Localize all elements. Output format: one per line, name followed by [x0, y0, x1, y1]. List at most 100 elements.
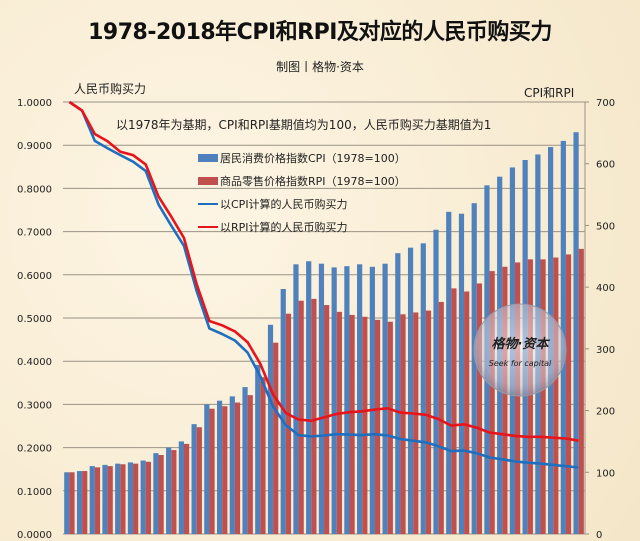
cpi-bar	[306, 261, 312, 534]
cpi-bar	[89, 466, 95, 534]
left-tick-label: 0.5000	[17, 314, 52, 325]
cpi-bar	[357, 264, 363, 534]
cpi-bar	[471, 203, 477, 534]
cpi-bar	[433, 229, 439, 534]
legend-item-cpi-line: 以CPI计算的人民币购买力	[198, 192, 406, 215]
rpi-bar	[578, 248, 584, 534]
rpi-bar	[222, 406, 228, 534]
left-tick-label: 1.0000	[17, 98, 52, 109]
cpi-bar-swatch-icon	[198, 153, 218, 162]
cpi-bar	[331, 267, 337, 534]
rpi-bar	[107, 466, 113, 534]
cpi-bar	[178, 441, 184, 534]
cpi-bar	[420, 243, 426, 534]
rpi-bar	[553, 257, 559, 534]
right-tick-label: 200	[596, 407, 615, 418]
rpi-bar	[400, 314, 406, 534]
cpi-bar	[115, 463, 121, 534]
cpi-bar	[344, 266, 350, 534]
right-tick-label: 500	[596, 221, 615, 232]
rpi-bar	[145, 461, 151, 534]
rpi-bar	[285, 313, 292, 534]
rpi-purchasing-power-line	[68, 100, 579, 442]
rpi-bar	[451, 288, 457, 534]
left-tick-label: 0.3000	[17, 400, 52, 411]
rpi-bar	[502, 266, 508, 534]
rpi-bar	[476, 283, 483, 534]
rpi-bar	[374, 319, 381, 534]
rpi-bar	[260, 377, 266, 534]
left-tick-label: 0.0000	[17, 530, 52, 541]
left-tick-label: 0.8000	[17, 184, 52, 195]
rpi-bar	[247, 395, 253, 534]
left-tick-label: 0.6000	[17, 271, 52, 282]
cpi-bar	[369, 266, 375, 534]
cpi-bar	[318, 263, 325, 534]
right-tick-label: 700	[596, 98, 615, 109]
rpi-bar	[362, 316, 368, 534]
rpi-bar	[336, 311, 342, 534]
legend-item-rpi-bar: 商品零售价格指数RPI（1978=100）	[198, 169, 406, 192]
legend-item-cpi-bar: 居民消费价格指数CPI（1978=100）	[198, 146, 406, 169]
right-tick-label: 400	[596, 283, 615, 294]
left-tick-label: 0.1000	[17, 487, 52, 498]
legend: 居民消费价格指数CPI（1978=100） 商品零售价格指数RPI（1978=1…	[198, 146, 406, 238]
cpi-bar	[255, 364, 261, 534]
cpi-bar	[76, 471, 83, 534]
cpi-bar	[166, 447, 172, 534]
left-tick-label: 0.7000	[17, 228, 52, 239]
right-tick-label: 300	[596, 345, 615, 356]
rpi-bar	[171, 450, 177, 534]
right-tick-label: 0	[596, 530, 602, 541]
right-axis-ticks: 700 600 500 400 300 200 100 0	[585, 98, 615, 541]
rpi-bar	[94, 467, 101, 534]
cpi-bar	[216, 400, 223, 534]
cpi-bar	[229, 396, 235, 534]
rpi-bar	[527, 259, 533, 534]
cpi-bar	[242, 387, 248, 534]
cpi-bar	[458, 213, 465, 534]
left-tick-label: 0.2000	[17, 444, 52, 455]
watermark-cn: 格物·资本	[492, 336, 551, 352]
watermark-badge: 格物·资本 Seek for capital	[473, 303, 567, 397]
rpi-bar	[69, 472, 75, 534]
cpi-bar	[127, 462, 134, 534]
chart-subtitle: 制图丨格物·资本	[276, 60, 364, 74]
rpi-bar	[298, 300, 304, 534]
left-axis-title: 人民币购买力	[74, 82, 147, 96]
cpi-bar	[140, 460, 146, 534]
rpi-bar	[120, 464, 126, 534]
rpi-bar	[196, 427, 202, 534]
left-tick-label: 0.9000	[17, 141, 52, 152]
chart-title: 1978-2018年CPI和RPI及对应的人民币购买力	[88, 20, 552, 45]
cpi-bar	[407, 247, 414, 534]
cpi-bar	[267, 324, 274, 534]
rpi-bar	[158, 455, 164, 534]
cpi-bar	[293, 264, 299, 534]
rpi-bar	[540, 259, 546, 534]
cpi-bar	[382, 263, 388, 534]
cpi-bar	[573, 132, 579, 535]
rpi-bar	[438, 301, 444, 534]
rpi-bar	[349, 314, 355, 534]
rpi-bar	[413, 312, 419, 534]
rpi-bar	[565, 254, 572, 535]
legend-item-rpi-line: 以RPI计算的人民币购买力	[198, 215, 406, 238]
rpi-bar	[183, 443, 190, 534]
rpi-bar	[387, 321, 393, 534]
cpi-bar	[102, 464, 108, 534]
rpi-bar	[273, 342, 279, 534]
rpi-bar	[234, 402, 241, 534]
rpi-bar	[425, 310, 432, 534]
cpi-bar	[395, 253, 401, 534]
rpi-bar	[515, 262, 521, 534]
right-tick-label: 100	[596, 468, 615, 479]
cpi-bar	[446, 211, 452, 534]
base-period-note: 以1978年为基期，CPI和RPI基期值均为100，人民币购买力基期值为1	[116, 118, 492, 132]
watermark-en: Seek for capital	[489, 359, 552, 368]
right-tick-label: 600	[596, 160, 615, 171]
rpi-bar	[82, 471, 88, 534]
rpi-bar	[133, 463, 139, 534]
line-series	[68, 100, 579, 469]
